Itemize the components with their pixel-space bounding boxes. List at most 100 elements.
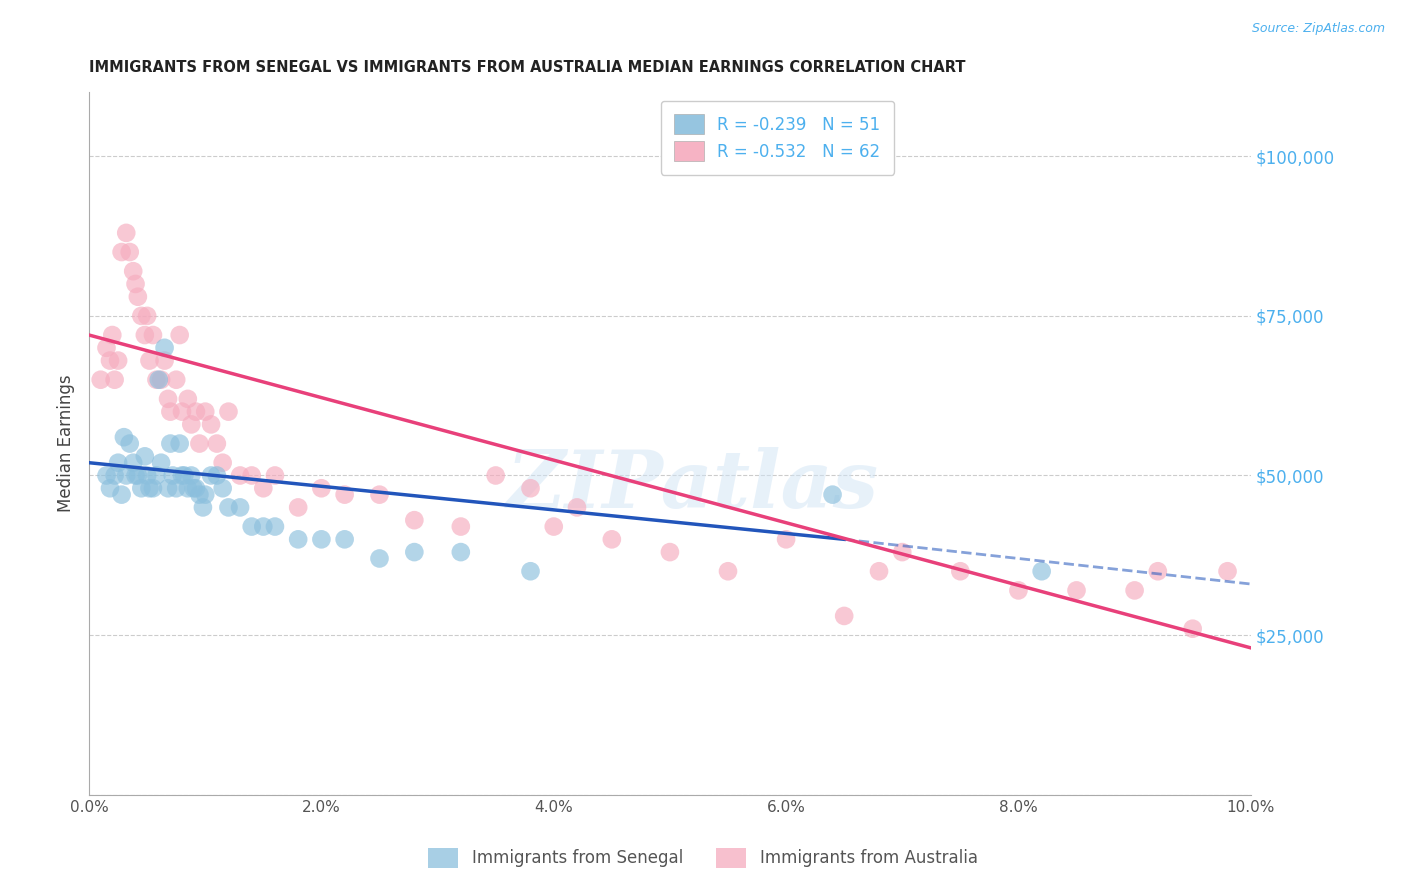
- Point: [115, 226, 138, 240]
- Point: [104, 468, 127, 483]
- Point: [112, 430, 135, 444]
- Point: [404, 545, 426, 559]
- Point: [153, 353, 176, 368]
- Point: [96, 341, 118, 355]
- Point: [180, 468, 202, 483]
- Point: [368, 551, 391, 566]
- Point: [177, 392, 200, 406]
- Point: [229, 500, 252, 515]
- Point: [98, 481, 121, 495]
- Point: [543, 519, 565, 533]
- Point: [217, 404, 239, 418]
- Point: [145, 468, 167, 483]
- Point: [169, 328, 191, 343]
- Point: [311, 481, 333, 495]
- Point: [124, 468, 146, 483]
- Point: [124, 277, 146, 291]
- Point: [200, 417, 222, 432]
- Point: [194, 488, 217, 502]
- Point: [142, 328, 165, 343]
- Point: [184, 404, 207, 418]
- Point: [90, 373, 112, 387]
- Text: Source: ZipAtlas.com: Source: ZipAtlas.com: [1251, 22, 1385, 36]
- Point: [485, 468, 508, 483]
- Point: [658, 545, 681, 559]
- Point: [136, 468, 159, 483]
- Point: [107, 353, 129, 368]
- Point: [96, 468, 118, 483]
- Point: [188, 436, 211, 450]
- Point: [101, 328, 124, 343]
- Point: [183, 481, 205, 495]
- Legend: Immigrants from Senegal, Immigrants from Australia: Immigrants from Senegal, Immigrants from…: [422, 841, 984, 875]
- Point: [145, 373, 167, 387]
- Point: [1181, 622, 1204, 636]
- Point: [188, 488, 211, 502]
- Point: [170, 404, 193, 418]
- Point: [949, 564, 972, 578]
- Point: [169, 436, 191, 450]
- Point: [153, 341, 176, 355]
- Point: [1007, 583, 1029, 598]
- Point: [165, 373, 187, 387]
- Point: [717, 564, 740, 578]
- Point: [142, 481, 165, 495]
- Point: [118, 436, 141, 450]
- Point: [110, 245, 132, 260]
- Point: [127, 468, 149, 483]
- Point: [138, 481, 160, 495]
- Point: [600, 533, 623, 547]
- Point: [180, 417, 202, 432]
- Point: [150, 373, 173, 387]
- Point: [891, 545, 914, 559]
- Point: [252, 519, 274, 533]
- Point: [287, 500, 309, 515]
- Point: [821, 488, 844, 502]
- Point: [118, 245, 141, 260]
- Point: [134, 450, 156, 464]
- Point: [162, 468, 184, 483]
- Point: [148, 373, 170, 387]
- Point: [775, 533, 797, 547]
- Point: [1146, 564, 1168, 578]
- Point: [122, 456, 145, 470]
- Point: [98, 353, 121, 368]
- Point: [131, 309, 153, 323]
- Point: [184, 481, 207, 495]
- Point: [450, 519, 472, 533]
- Point: [311, 533, 333, 547]
- Point: [240, 519, 263, 533]
- Point: [157, 481, 180, 495]
- Point: [368, 488, 391, 502]
- Point: [211, 456, 233, 470]
- Point: [205, 436, 228, 450]
- Point: [159, 436, 181, 450]
- Point: [240, 468, 263, 483]
- Point: [131, 481, 153, 495]
- Point: [157, 392, 180, 406]
- Point: [115, 468, 138, 483]
- Point: [159, 404, 181, 418]
- Point: [1123, 583, 1146, 598]
- Point: [519, 564, 541, 578]
- Text: IMMIGRANTS FROM SENEGAL VS IMMIGRANTS FROM AUSTRALIA MEDIAN EARNINGS CORRELATION: IMMIGRANTS FROM SENEGAL VS IMMIGRANTS FR…: [89, 60, 966, 75]
- Point: [104, 373, 127, 387]
- Point: [200, 468, 222, 483]
- Point: [173, 468, 195, 483]
- Point: [205, 468, 228, 483]
- Point: [1216, 564, 1239, 578]
- Point: [136, 309, 159, 323]
- Point: [1031, 564, 1053, 578]
- Point: [252, 481, 274, 495]
- Point: [211, 481, 233, 495]
- Point: [868, 564, 890, 578]
- Y-axis label: Median Earnings: Median Earnings: [58, 375, 75, 512]
- Legend: R = -0.239   N = 51, R = -0.532   N = 62: R = -0.239 N = 51, R = -0.532 N = 62: [661, 101, 894, 175]
- Point: [404, 513, 426, 527]
- Point: [127, 290, 149, 304]
- Point: [832, 609, 855, 624]
- Point: [170, 468, 193, 483]
- Point: [264, 519, 287, 533]
- Point: [217, 500, 239, 515]
- Point: [565, 500, 588, 515]
